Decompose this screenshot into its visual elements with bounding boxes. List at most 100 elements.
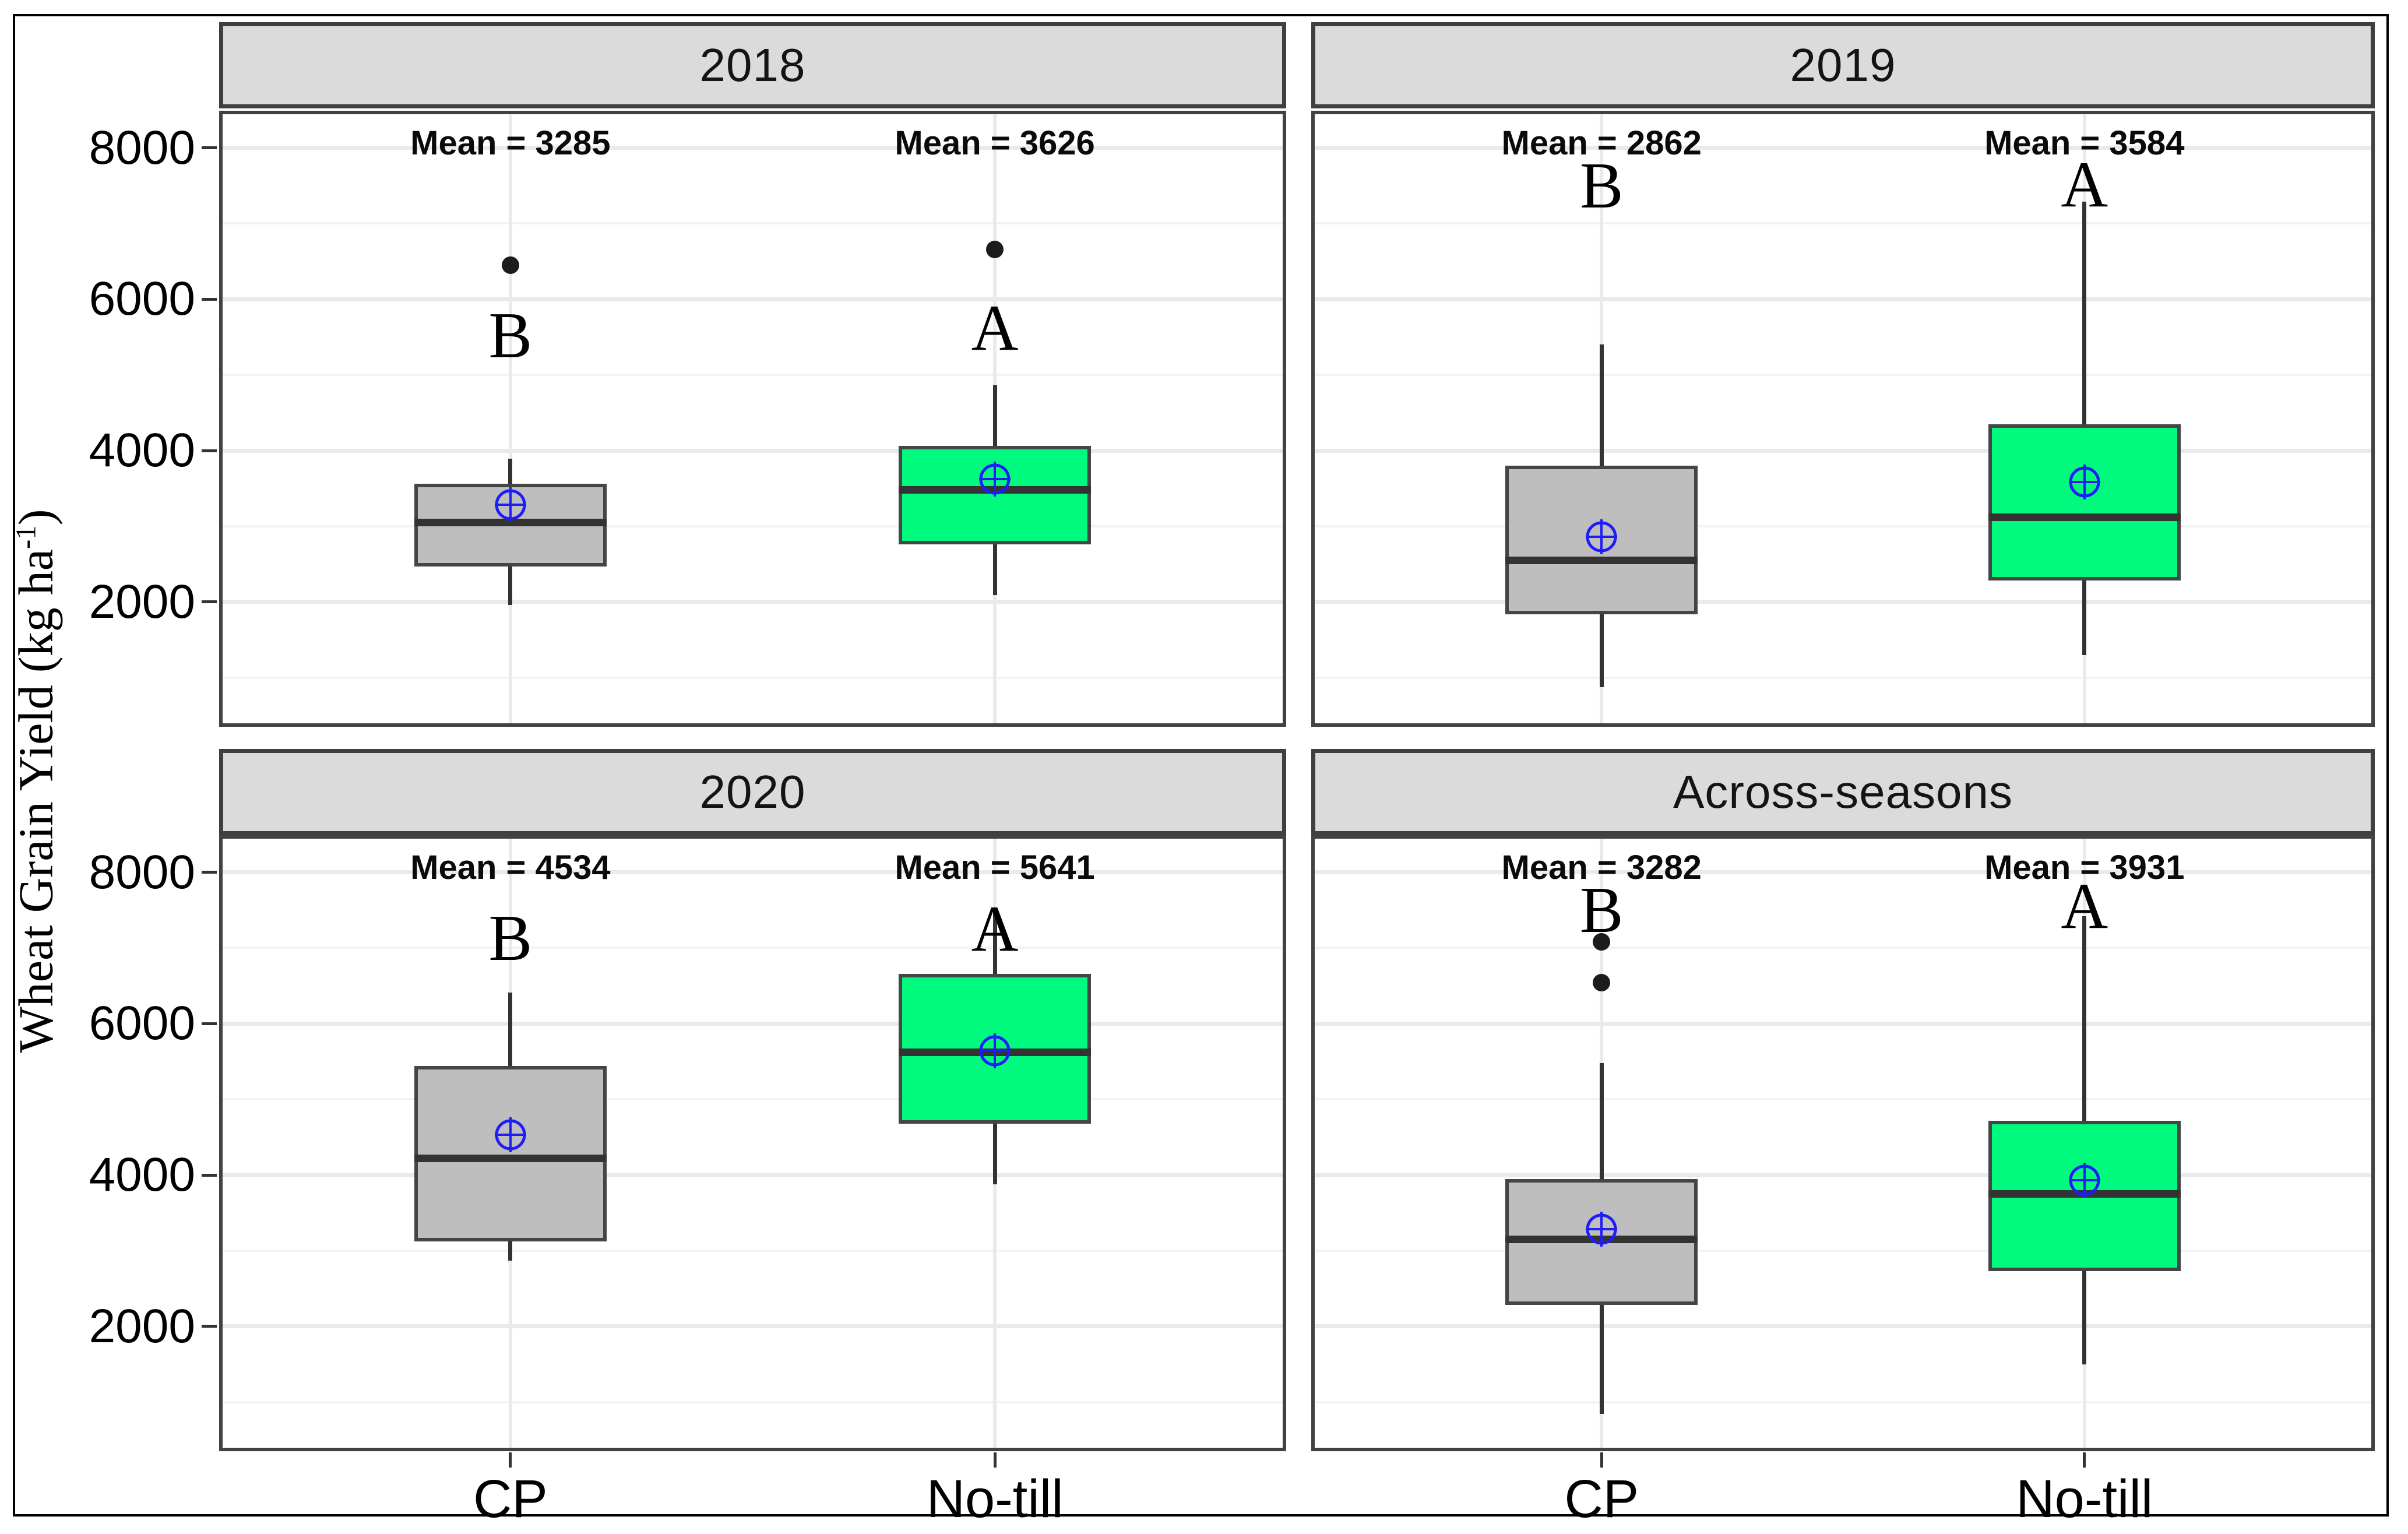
y-tick-label: 6000 (89, 997, 195, 1050)
gridline-minor (1315, 1401, 2371, 1403)
gridline-major (223, 1021, 1283, 1026)
significance-letter: B (1579, 149, 1624, 222)
gridline-major (223, 600, 1283, 604)
whisker-upper (1599, 344, 1604, 466)
whisker-lower (508, 566, 513, 605)
gridline-major (223, 1324, 1283, 1329)
median-line (1988, 513, 2181, 521)
facet-title: 2019 (1790, 39, 1896, 91)
mean-marker-icon (1583, 518, 1620, 555)
median-line (414, 518, 607, 526)
gridline-major (223, 146, 1283, 150)
gridline-minor (223, 1098, 1283, 1101)
x-tick-mark (509, 1452, 512, 1468)
y-tick-label: 8000 (89, 121, 195, 174)
x-tick-mark (1600, 1452, 1603, 1468)
mean-label: Mean = 2862 (1501, 124, 1702, 162)
mean-marker-icon (1583, 1211, 1620, 1248)
gridline-minor (1315, 374, 2371, 377)
mean-marker-icon (2066, 463, 2103, 501)
facet-panel (1311, 835, 2375, 1451)
facet-title: 2018 (699, 39, 806, 91)
y-tick-mark (202, 297, 217, 301)
mean-marker-icon (976, 1032, 1013, 1069)
whisker-upper (2082, 201, 2087, 424)
x-tick-mark (993, 1452, 997, 1468)
mean-label: Mean = 3584 (1984, 124, 2185, 162)
boxplot-box-no-till (1988, 424, 2181, 581)
facet-title: Across-seasons (1673, 766, 2013, 818)
gridline-minor (223, 676, 1283, 679)
y-tick-mark (202, 449, 217, 452)
facet-strip: 2018 (219, 22, 1286, 108)
gridline-major (223, 870, 1283, 875)
y-tick-mark (202, 871, 217, 874)
significance-letter: B (488, 902, 533, 974)
gridline-major (223, 1173, 1283, 1177)
gridline-minor (1315, 525, 2371, 527)
gridline-minor (1315, 947, 2371, 949)
facet-strip: Across-seasons (1311, 749, 2375, 835)
median-line (414, 1154, 607, 1162)
whisker-lower (1599, 1305, 1604, 1415)
y-tick-mark (202, 1022, 217, 1025)
significance-letter: A (971, 893, 1019, 966)
whisker-upper (508, 459, 513, 484)
mean-marker-icon (492, 486, 529, 523)
facet-title: 2020 (699, 766, 806, 818)
y-tick-label: 4000 (89, 1148, 195, 1202)
outlier-point (986, 240, 1004, 258)
gridline-major (1315, 1324, 2371, 1329)
y-tick-mark (202, 1173, 217, 1177)
mean-label: Mean = 5641 (895, 848, 1095, 886)
mean-marker-icon (492, 1116, 529, 1153)
gridline-minor (1315, 1249, 2371, 1252)
y-tick-label: 8000 (89, 845, 195, 899)
gridline-minor (1315, 1098, 2371, 1101)
whisker-upper (992, 385, 997, 446)
x-axis-category-label: No-till (926, 1469, 1064, 1529)
significance-letter: A (2061, 870, 2108, 943)
y-axis-label-suffix: ) (9, 509, 64, 526)
median-line (1505, 556, 1698, 564)
mean-label: Mean = 3931 (1984, 848, 2185, 886)
gridline-minor (223, 1249, 1283, 1252)
gridline-minor (223, 947, 1283, 949)
y-tick-label: 6000 (89, 272, 195, 326)
x-axis-category-label: CP (473, 1469, 548, 1529)
mean-label: Mean = 3282 (1501, 848, 1702, 886)
figure-border (13, 14, 2389, 1517)
gridline-major (1315, 297, 2371, 301)
whisker-lower (1599, 614, 1604, 688)
facet-strip: 2019 (1311, 22, 2375, 108)
mean-label: Mean = 3626 (895, 124, 1095, 162)
gridline-major (1315, 1021, 2371, 1026)
outlier-point (501, 256, 519, 274)
mean-marker-icon (976, 460, 1013, 498)
facet-panel (219, 835, 1286, 1451)
whisker-upper (508, 993, 513, 1067)
whisker-upper (1599, 1062, 1604, 1179)
gridline-vertical (508, 114, 512, 723)
significance-letter: A (971, 291, 1019, 364)
gridline-major (223, 297, 1283, 301)
y-tick-mark (202, 1325, 217, 1328)
mean-label: Mean = 3285 (410, 124, 611, 162)
gridline-major (1315, 1173, 2371, 1177)
y-tick-label: 2000 (89, 575, 195, 628)
x-axis-category-label: CP (1564, 1469, 1639, 1529)
whisker-lower (2082, 580, 2087, 655)
y-tick-label: 2000 (89, 1299, 195, 1353)
significance-letter: B (1579, 874, 1624, 947)
gridline-minor (223, 525, 1283, 527)
y-tick-mark (202, 600, 217, 604)
y-tick-label: 4000 (89, 424, 195, 477)
gridline-major (1315, 600, 2371, 604)
significance-letter: A (2061, 149, 2108, 221)
gridline-major (1315, 870, 2371, 875)
gridline-minor (223, 374, 1283, 377)
facet-panel (219, 111, 1286, 727)
significance-letter: B (488, 299, 533, 372)
gridline-minor (1315, 222, 2371, 225)
